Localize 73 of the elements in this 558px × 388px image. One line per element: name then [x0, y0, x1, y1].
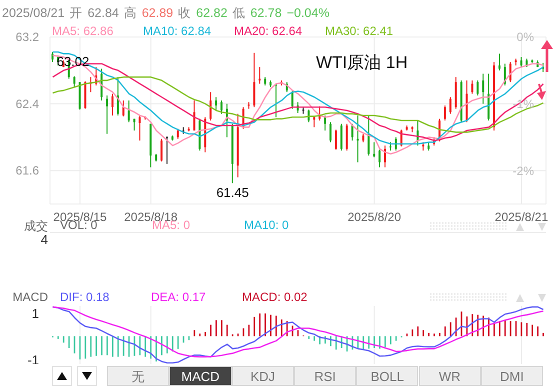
text: 62.78	[250, 6, 282, 20]
candlestick	[340, 123, 342, 152]
candlestick	[351, 123, 354, 142]
y2-tick-label: -2%	[512, 164, 534, 178]
y-tick-label: 62.4	[16, 96, 40, 111]
series-label: MA5: 62.86	[52, 24, 114, 38]
text: MA10: 0	[244, 218, 289, 232]
candlestick	[482, 73, 484, 104]
text: −0.04%	[286, 6, 330, 20]
candlestick	[384, 145, 386, 168]
text: 无	[107, 366, 170, 386]
candlestick	[444, 104, 446, 121]
y-tick-label: 1	[32, 306, 39, 321]
candlestick	[210, 92, 212, 121]
candlestick	[122, 100, 124, 117]
annotation: 61.45	[216, 185, 249, 200]
text: BOLL	[356, 366, 418, 386]
candlestick	[128, 100, 130, 123]
y-tick-label: 63.2	[16, 30, 40, 44]
y2-tick-label: 0%	[516, 30, 534, 44]
text: KDJ	[232, 366, 294, 386]
candlestick	[138, 114, 141, 142]
text: 62.89	[142, 6, 174, 20]
text: DMI	[480, 366, 544, 386]
candlestick	[368, 114, 370, 156]
legend-title: MACD	[12, 290, 48, 304]
text: MA30: 62.41	[325, 24, 394, 38]
candlestick	[373, 142, 376, 158]
candlestick	[106, 94, 108, 134]
text: 开	[70, 6, 83, 20]
candlestick	[356, 114, 359, 163]
text: WTI原油 1H	[316, 52, 408, 74]
text: 62.82	[196, 6, 228, 20]
candlestick	[52, 52, 54, 63]
candlestick	[476, 80, 479, 96]
candlestick	[111, 93, 114, 116]
candlestick	[73, 76, 76, 88]
candlestick	[334, 129, 337, 150]
candlestick	[324, 114, 326, 132]
text: MA20: 62.64	[234, 24, 302, 38]
candlestick	[449, 96, 452, 114]
candlestick	[520, 56, 522, 68]
candlestick	[176, 128, 179, 140]
text: 4	[40, 232, 48, 247]
candlestick	[215, 96, 218, 111]
candlestick	[193, 100, 196, 132]
text: 62.84	[88, 6, 119, 20]
candlestick	[291, 90, 294, 110]
text: 收	[178, 6, 192, 20]
series-label: MACD: 0.02	[242, 290, 308, 304]
candlestick	[160, 138, 163, 162]
candlestick	[346, 123, 348, 152]
y-tick-label: 61.6	[16, 164, 40, 178]
text: WR	[418, 366, 481, 386]
candlestick	[258, 66, 261, 84]
text: RSI	[294, 366, 356, 386]
text: 2025/08/21	[2, 6, 65, 20]
candlestick	[471, 80, 474, 94]
x-tick-label: 2025/8/20	[348, 210, 402, 224]
candlestick	[378, 149, 381, 168]
text: 低	[232, 6, 246, 20]
text: DEA: 0.17	[151, 290, 206, 304]
text: MACD	[169, 366, 232, 386]
candlestick	[220, 100, 222, 114]
text: 成交	[24, 218, 48, 235]
text: MA10: 62.84	[143, 24, 212, 38]
candlestick	[253, 52, 256, 108]
candlestick	[330, 122, 332, 143]
candlestick	[166, 136, 168, 164]
series-label: DIF: 0.18	[60, 290, 110, 304]
text: 高	[124, 6, 137, 20]
y-tick-label: -1	[27, 352, 39, 368]
x-tick-label: 2025/8/21	[494, 210, 548, 224]
